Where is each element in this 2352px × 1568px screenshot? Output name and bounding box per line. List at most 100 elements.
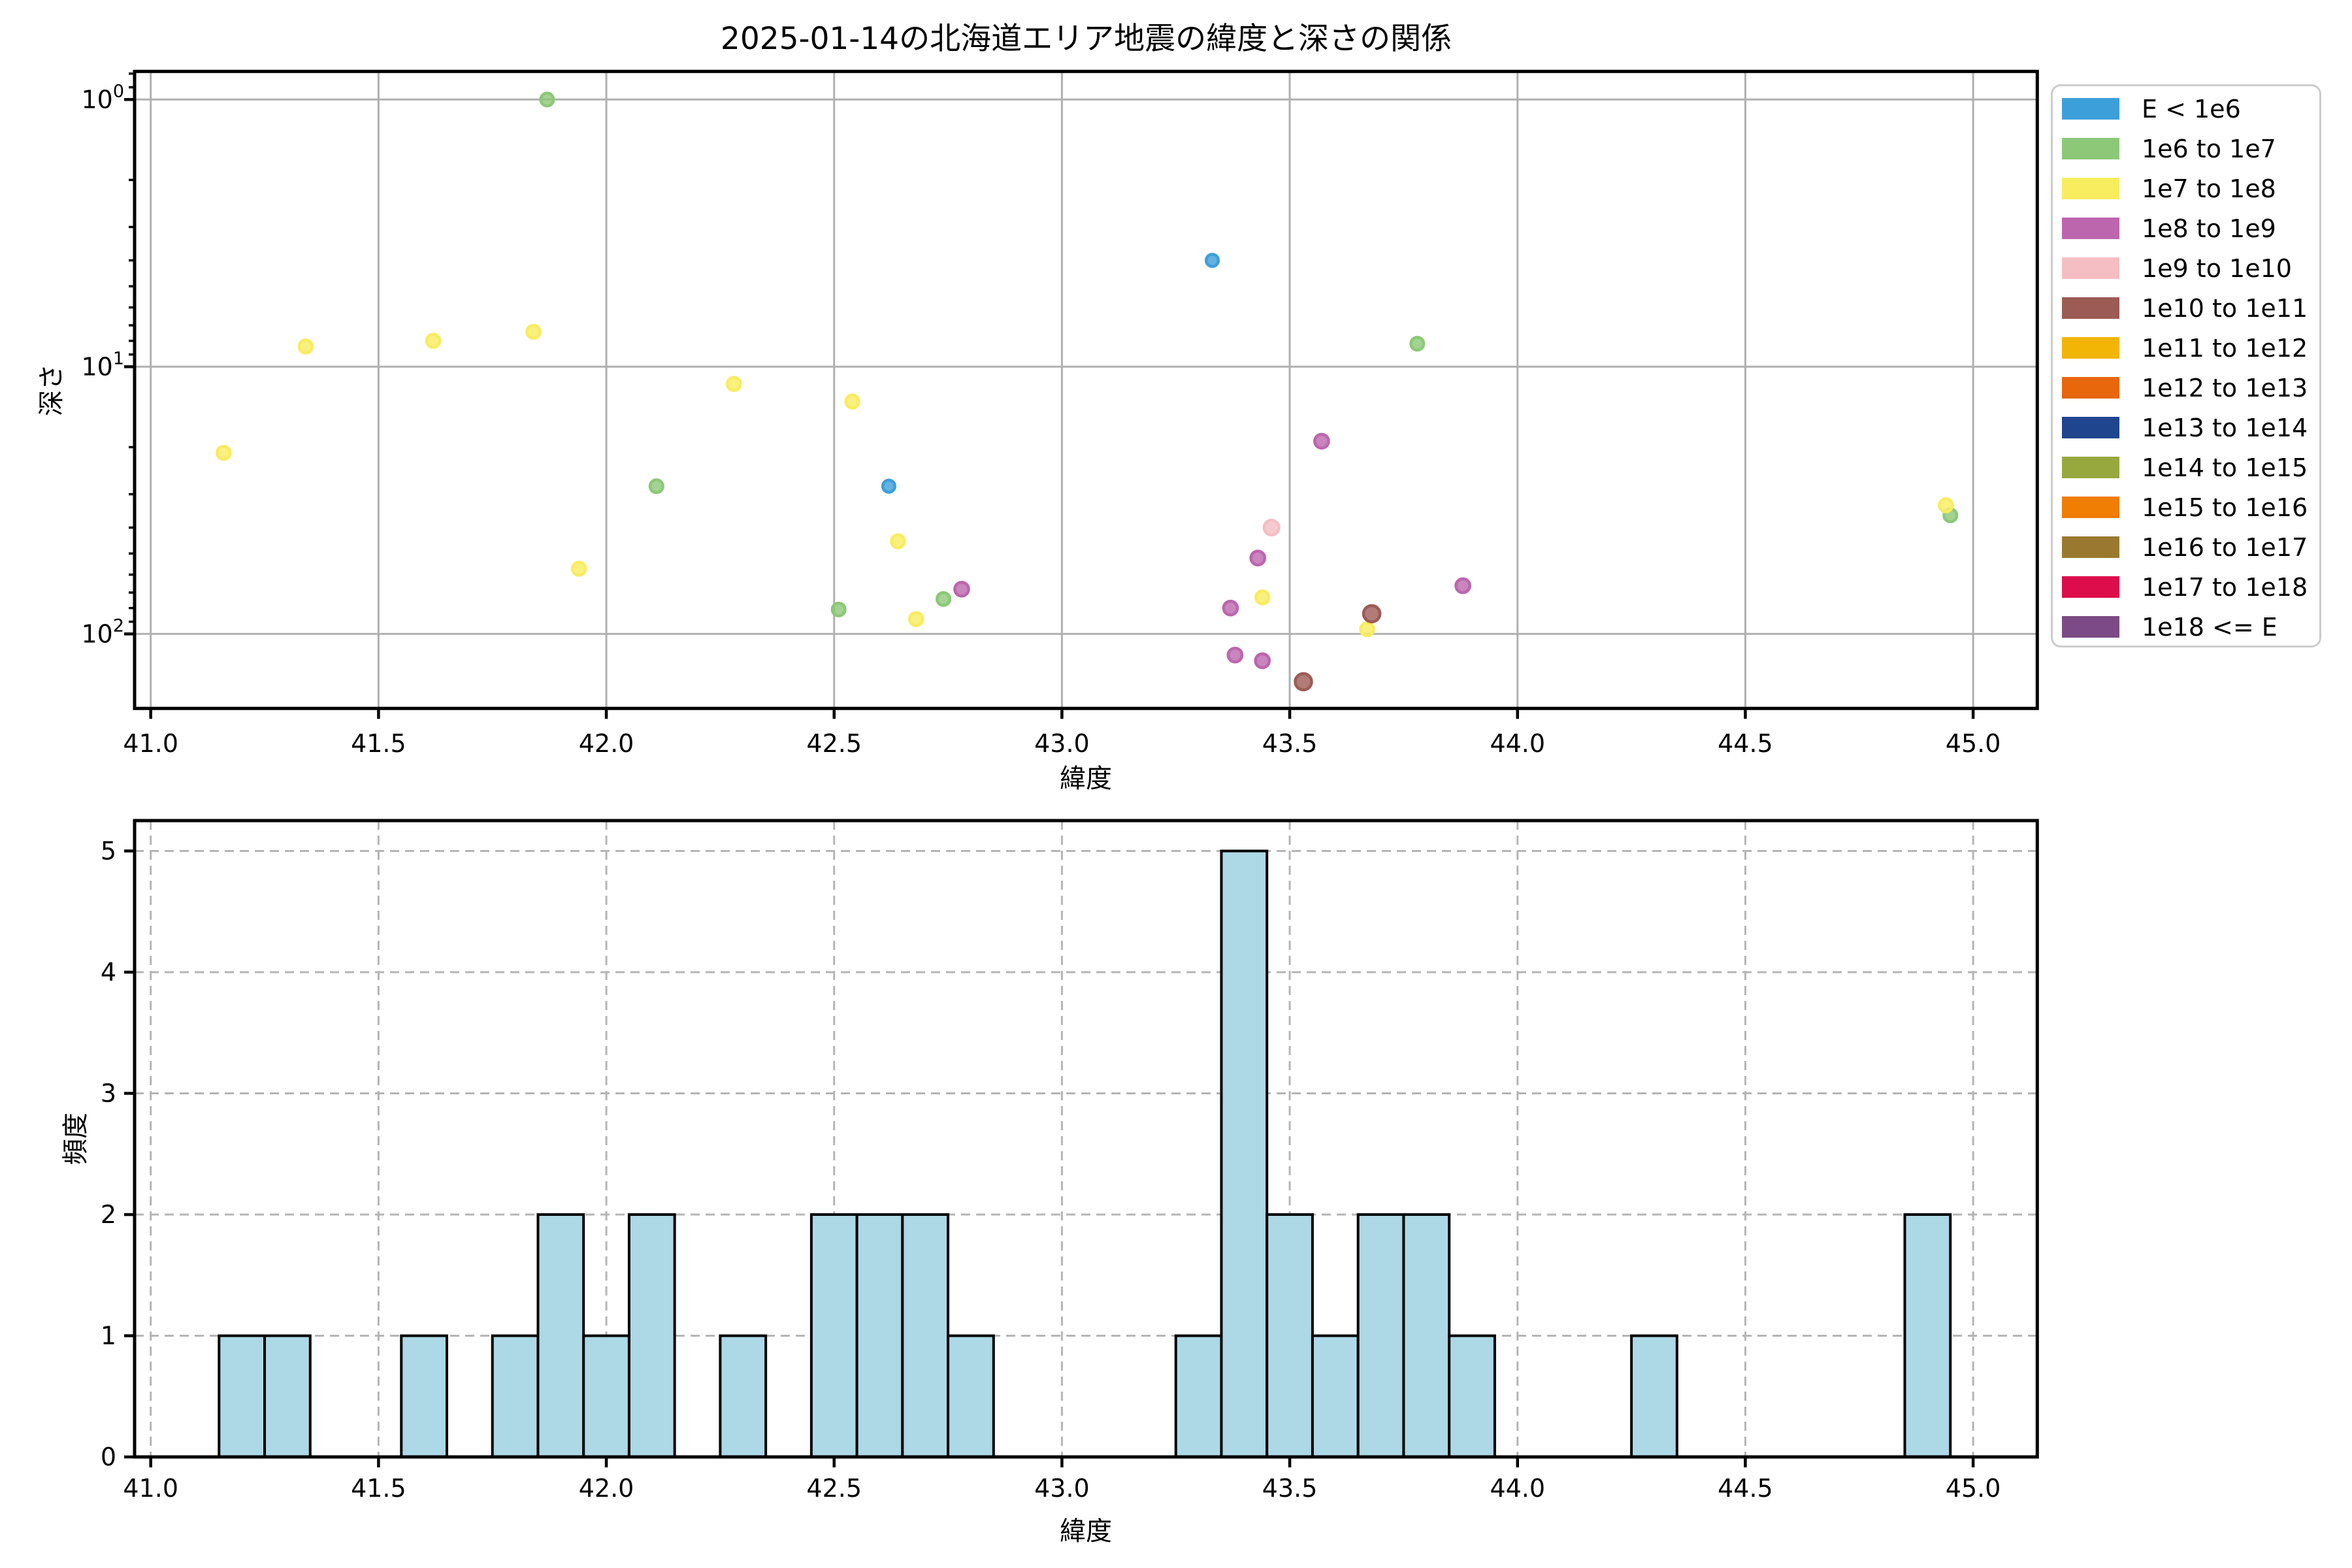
legend-row: 1e17 to 1e18 bbox=[2053, 567, 2319, 607]
hist-bar bbox=[582, 1334, 630, 1458]
axes-spine bbox=[133, 69, 2039, 710]
legend-swatch-icon bbox=[2062, 138, 2119, 159]
legend-label: 1e8 to 1e9 bbox=[2142, 214, 2276, 243]
legend-row: 1e6 to 1e7 bbox=[2053, 129, 2319, 169]
scatter-point bbox=[1409, 335, 1426, 352]
legend-label: 1e6 to 1e7 bbox=[2142, 134, 2276, 163]
legend-swatch-icon bbox=[2062, 497, 2119, 518]
legend-swatch-icon bbox=[2062, 337, 2119, 359]
hist-bar bbox=[1220, 849, 1269, 1458]
scatter-point bbox=[844, 393, 860, 410]
hist-bar bbox=[809, 1213, 858, 1458]
scatter-point bbox=[570, 561, 587, 577]
scatter-point bbox=[1362, 604, 1382, 624]
scatter-point bbox=[881, 478, 896, 494]
scatter-point bbox=[425, 333, 442, 349]
legend-row: 1e13 to 1e14 bbox=[2053, 408, 2319, 448]
scatter-y-tick-label: 102 bbox=[81, 615, 124, 648]
scatter-point bbox=[1454, 577, 1471, 595]
scatter-x-tick-label: 44.0 bbox=[1490, 729, 1545, 758]
hist-bar bbox=[491, 1334, 540, 1458]
hist-y-tick-label: 5 bbox=[101, 837, 116, 866]
hist-bar bbox=[855, 1213, 904, 1458]
hist-x-tick-label: 42.0 bbox=[579, 1474, 634, 1503]
scatter-point bbox=[1204, 252, 1220, 269]
hist-bar bbox=[1174, 1334, 1223, 1458]
legend-label: 1e10 to 1e11 bbox=[2142, 293, 2308, 323]
scatter-point bbox=[297, 338, 314, 355]
legend-swatch-icon bbox=[2062, 457, 2119, 478]
hist-bar bbox=[627, 1213, 676, 1458]
scatter-x-tick-label: 42.5 bbox=[806, 729, 862, 758]
hist-x-tick-label: 43.5 bbox=[1262, 1474, 1318, 1503]
legend-label: 1e13 to 1e14 bbox=[2142, 413, 2308, 442]
hist-x-tick-label: 41.5 bbox=[351, 1474, 406, 1503]
legend-label: 1e18 <= E bbox=[2142, 612, 2278, 642]
legend-row: E < 1e6 bbox=[2053, 89, 2319, 129]
legend-row: 1e14 to 1e15 bbox=[2053, 448, 2319, 487]
legend-swatch-icon bbox=[2062, 536, 2119, 558]
hist-y-tick-label: 1 bbox=[101, 1322, 116, 1350]
hist-bar bbox=[1903, 1213, 1952, 1458]
hist-ylabel: 頻度 bbox=[61, 1113, 91, 1165]
hist-bar bbox=[1311, 1334, 1360, 1458]
scatter-point bbox=[525, 323, 542, 340]
legend-box: E < 1e6 1e6 to 1e7 1e7 to 1e8 1e8 to 1e9 1e9… bbox=[2051, 84, 2321, 647]
legend-row: 1e15 to 1e16 bbox=[2053, 487, 2319, 527]
scatter-point bbox=[1254, 652, 1271, 670]
scatter-point bbox=[648, 478, 664, 495]
scatter-point bbox=[216, 444, 232, 461]
legend-label: 1e16 to 1e17 bbox=[2142, 532, 2308, 562]
hist-bar bbox=[218, 1334, 267, 1458]
legend-row: 1e8 to 1e9 bbox=[2053, 208, 2319, 248]
legend-label: 1e7 to 1e8 bbox=[2142, 174, 2276, 203]
scatter-point bbox=[539, 91, 555, 108]
legend-swatch-icon bbox=[2062, 297, 2119, 319]
hist-x-tick-label: 41.0 bbox=[123, 1474, 178, 1503]
scatter-point bbox=[1262, 518, 1281, 537]
hist-bar bbox=[719, 1334, 768, 1458]
legend-row: 1e16 to 1e17 bbox=[2053, 527, 2319, 567]
scatter-point bbox=[1294, 672, 1313, 692]
hist-bar bbox=[1266, 1213, 1314, 1458]
scatter-x-tick-label: 45.0 bbox=[1946, 729, 2001, 758]
hist-bar bbox=[400, 1334, 448, 1458]
scatter-x-tick-label: 41.5 bbox=[351, 729, 406, 758]
legend-row: 1e18 <= E bbox=[2053, 607, 2319, 647]
legend-label: 1e11 to 1e12 bbox=[2142, 333, 2308, 363]
legend-swatch-icon bbox=[2062, 178, 2119, 199]
scatter-xlabel: 緯度 bbox=[1060, 764, 1112, 794]
scatter-point bbox=[1254, 589, 1271, 606]
scatter-x-tick-label: 43.0 bbox=[1034, 729, 1090, 758]
axes-spine bbox=[133, 819, 2039, 1459]
scatter-x-tick-label: 41.0 bbox=[123, 729, 178, 758]
hist-bar bbox=[263, 1334, 312, 1458]
figure-title: 2025-01-14の北海道エリア地震の緯度と深さの関係 bbox=[720, 21, 1452, 57]
scatter-x-tick-label: 43.5 bbox=[1262, 729, 1318, 758]
hist-x-tick-label: 42.5 bbox=[806, 1474, 862, 1503]
legend-row: 1e12 to 1e13 bbox=[2053, 368, 2319, 408]
hist-y-tick-label: 3 bbox=[101, 1079, 116, 1108]
scatter-point bbox=[1222, 599, 1239, 617]
hist-x-tick-label: 44.5 bbox=[1718, 1474, 1773, 1503]
scatter-point bbox=[830, 601, 847, 617]
legend-swatch-icon bbox=[2062, 377, 2119, 399]
legend-row: 1e9 to 1e10 bbox=[2053, 248, 2319, 288]
legend-swatch-icon bbox=[2062, 218, 2119, 239]
scatter-point bbox=[936, 591, 952, 607]
hist-bar bbox=[1630, 1334, 1678, 1458]
scatter-y-tick-label: 101 bbox=[81, 348, 124, 381]
legend-label: 1e15 to 1e16 bbox=[2142, 493, 2308, 522]
hist-bar bbox=[1356, 1213, 1405, 1458]
scatter-x-tick-label: 44.5 bbox=[1718, 729, 1773, 758]
hist-xlabel: 緯度 bbox=[1060, 1516, 1112, 1546]
hist-bar bbox=[901, 1213, 950, 1458]
scatter-point bbox=[1249, 549, 1267, 566]
legend-row: 1e11 to 1e12 bbox=[2053, 328, 2319, 368]
hist-x-tick-label: 43.0 bbox=[1034, 1474, 1090, 1503]
scatter-point bbox=[1313, 433, 1330, 450]
legend-swatch-icon bbox=[2062, 98, 2119, 120]
hist-bar bbox=[1402, 1213, 1451, 1458]
